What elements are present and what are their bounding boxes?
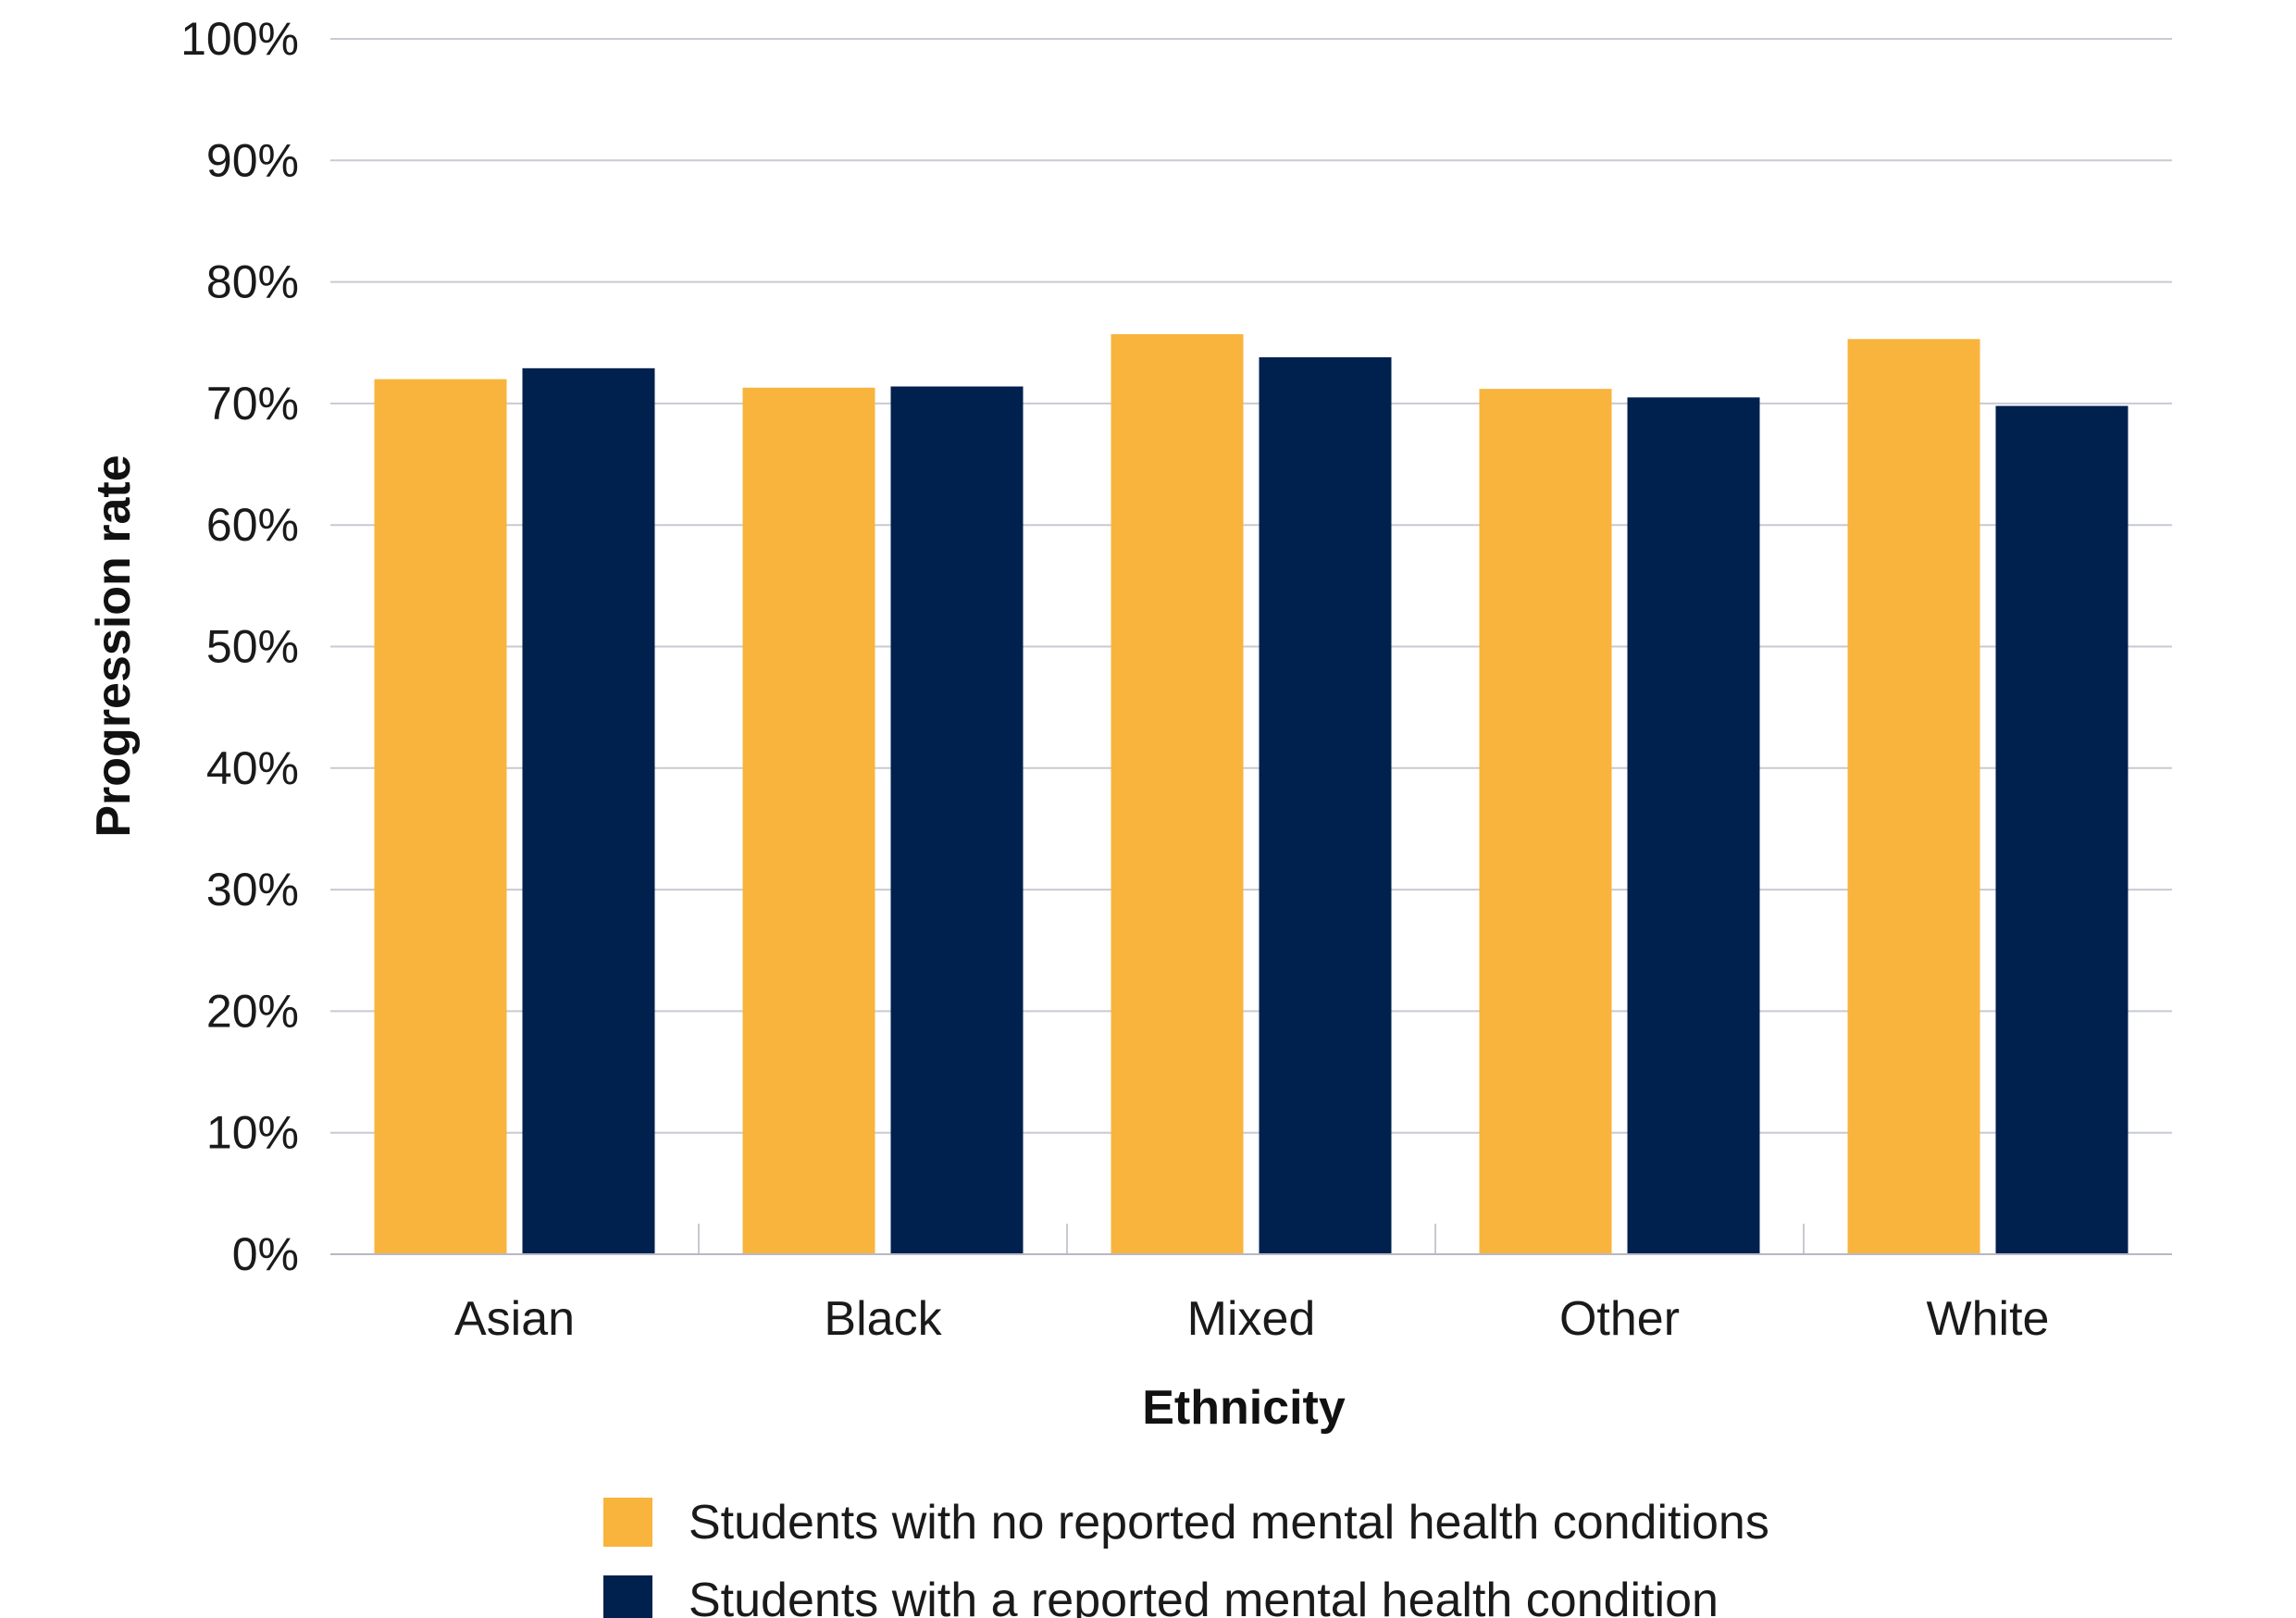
x-axis-ticks: Asian Black Mixed Other White xyxy=(454,1224,2050,1346)
bar-asian-series-2 xyxy=(522,367,655,1254)
legend-label: Students with a reported mental health c… xyxy=(689,1574,1719,1618)
legend-label: Students with no reported mental health … xyxy=(689,1496,1769,1550)
y-tick-label: 20% xyxy=(206,985,299,1037)
x-tick-label: Black xyxy=(824,1292,942,1346)
x-tick-label: White xyxy=(1927,1292,2050,1346)
legend-swatch xyxy=(603,1575,652,1618)
y-axis-title: Progression rate xyxy=(87,454,141,837)
legend: Students with no reported mental health … xyxy=(603,1496,1769,1618)
bar-black-series-2 xyxy=(890,386,1024,1254)
bar-mixed-series-1 xyxy=(1111,334,1244,1255)
bar-other-series-1 xyxy=(1479,389,1612,1254)
y-tick-label: 90% xyxy=(206,134,299,186)
bar-white-series-1 xyxy=(1847,339,1980,1254)
x-tick-label: Other xyxy=(1559,1292,1680,1346)
bars xyxy=(374,334,2128,1255)
x-axis-title: Ethnicity xyxy=(1142,1381,1346,1435)
y-tick-label: 0% xyxy=(232,1228,299,1280)
y-tick-label: 50% xyxy=(206,621,299,673)
y-tick-label: 100% xyxy=(180,13,299,65)
y-tick-label: 40% xyxy=(206,742,299,794)
bar-mixed-series-2 xyxy=(1259,357,1392,1255)
y-axis-ticks: 0% 10% 20% 30% 40% 50% 60% 70% 80% 90% 100% xyxy=(180,13,299,1280)
bar-white-series-2 xyxy=(1995,405,2128,1254)
x-tick-label: Asian xyxy=(454,1292,575,1346)
bar-asian-series-1 xyxy=(374,379,507,1254)
y-tick-label: 30% xyxy=(206,864,299,915)
y-tick-label: 70% xyxy=(206,378,299,429)
y-tick-label: 60% xyxy=(206,499,299,551)
bar-black-series-1 xyxy=(742,387,875,1254)
x-tick-label: Mixed xyxy=(1187,1292,1316,1346)
legend-swatch xyxy=(603,1498,652,1547)
bar-other-series-2 xyxy=(1627,397,1760,1255)
y-tick-label: 80% xyxy=(206,256,299,308)
y-tick-label: 10% xyxy=(206,1107,299,1159)
